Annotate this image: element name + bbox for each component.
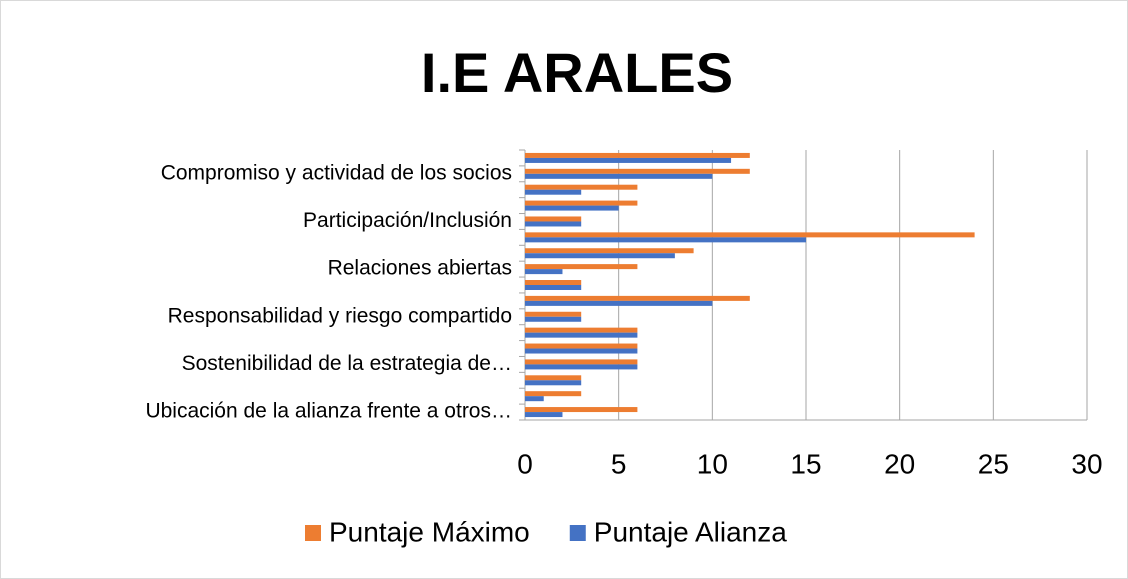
chart-title: I.E ARALES (421, 41, 733, 104)
y-tick-label: Ubicación de la alianza frente a otros… (145, 400, 512, 423)
bar (525, 412, 563, 418)
bar (525, 216, 582, 222)
y-tick-label: Participación/Inclusión (303, 209, 512, 232)
bar (525, 311, 582, 317)
bar (525, 168, 750, 174)
bar (525, 248, 694, 254)
bar (525, 269, 563, 275)
x-tick-label: 25 (978, 448, 1009, 479)
bar (525, 316, 582, 322)
bar (525, 295, 750, 301)
bar (525, 280, 582, 285)
x-tick-label: 20 (884, 448, 915, 479)
legend-label: Puntaje Máximo (329, 516, 530, 547)
x-tick-label: 0 (517, 448, 533, 479)
bar (525, 237, 806, 243)
legend-swatch (305, 525, 321, 541)
y-tick-label: Sostenibilidad de la estrategia de… (182, 352, 512, 375)
x-tick-label: 15 (790, 448, 821, 479)
bar (525, 332, 638, 338)
bar (525, 264, 638, 270)
bar (525, 359, 638, 365)
bar (525, 253, 675, 259)
x-tick-label: 30 (1071, 448, 1102, 479)
bar (525, 221, 582, 227)
bar (525, 184, 638, 190)
bar (525, 343, 638, 349)
x-tick-label: 10 (697, 448, 728, 479)
bar (525, 300, 713, 306)
bar (525, 157, 732, 163)
bar (525, 189, 582, 195)
bar (525, 396, 544, 402)
y-tick-label: Relaciones abiertas (328, 257, 512, 280)
y-tick-label: Compromiso y actividad de los socios (161, 161, 512, 184)
legend-swatch (569, 525, 586, 541)
y-tick-label: Responsabilidad y riesgo compartido (168, 304, 512, 327)
bar (525, 152, 750, 158)
bar (525, 327, 638, 333)
bar (525, 391, 582, 397)
bar (525, 200, 638, 206)
bar (525, 348, 638, 354)
bar (525, 364, 638, 370)
bar (525, 285, 582, 290)
bar (525, 173, 713, 179)
bar (525, 407, 638, 413)
bar (525, 205, 619, 211)
legend-label: Puntaje Alianza (594, 516, 787, 547)
x-tick-label: 5 (611, 448, 627, 479)
bar (525, 375, 582, 381)
bar (525, 380, 582, 386)
bar (525, 232, 975, 238)
